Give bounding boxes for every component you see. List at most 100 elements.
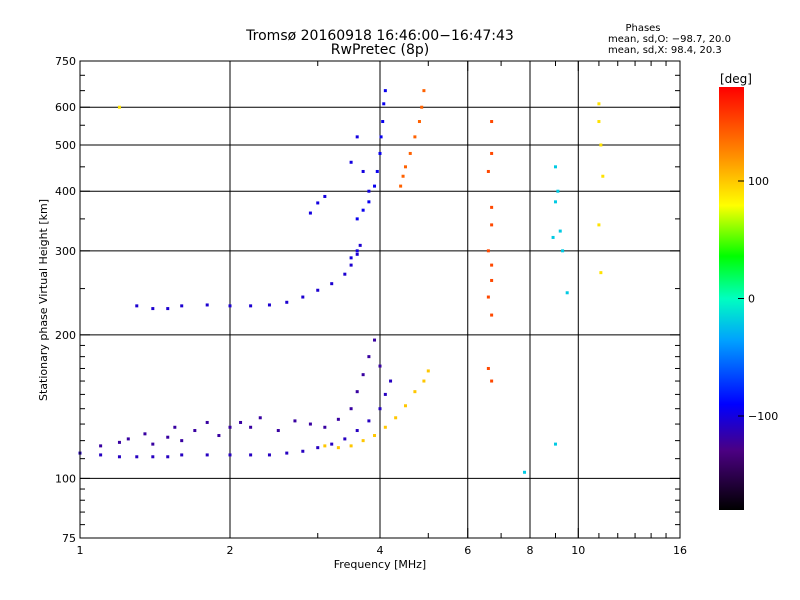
colorbar-tick-label: 100 bbox=[748, 175, 769, 188]
chart-title: Tromsø 20160918 16:46:00−16:47:43 bbox=[245, 28, 514, 44]
echo-point bbox=[355, 429, 359, 433]
echo-point bbox=[293, 419, 297, 423]
echo-point bbox=[239, 420, 243, 424]
echo-point bbox=[367, 355, 371, 359]
echo-point bbox=[558, 229, 562, 233]
echo-point bbox=[486, 249, 490, 253]
echo-point bbox=[373, 338, 377, 342]
echo-point bbox=[349, 256, 353, 260]
echo-point bbox=[553, 200, 557, 204]
colorbar-tick-label: 0 bbox=[748, 293, 755, 306]
echo-point bbox=[361, 373, 365, 377]
echo-point bbox=[355, 252, 359, 256]
echo-point bbox=[166, 435, 170, 439]
x-tick-label: 6 bbox=[464, 544, 471, 557]
echo-point bbox=[553, 442, 557, 446]
echo-point bbox=[166, 307, 170, 311]
echo-point bbox=[490, 205, 494, 209]
echo-point bbox=[490, 151, 494, 155]
echo-point bbox=[389, 379, 393, 383]
echo-point bbox=[117, 455, 121, 459]
echo-point bbox=[173, 425, 177, 429]
echo-point bbox=[361, 439, 365, 443]
echo-point bbox=[565, 291, 569, 295]
echo-point bbox=[143, 432, 147, 436]
y-tick-label: 200 bbox=[55, 329, 76, 342]
echo-point bbox=[349, 263, 353, 267]
echo-point bbox=[308, 422, 312, 426]
echo-point bbox=[316, 446, 320, 450]
echo-point bbox=[408, 151, 412, 155]
echo-point bbox=[394, 416, 398, 420]
phases-legend-o-mode: mean, sd,O: −98.7, 20.0 bbox=[608, 34, 731, 45]
echo-point bbox=[413, 390, 417, 394]
echo-point bbox=[193, 429, 197, 433]
echo-point bbox=[373, 184, 377, 188]
y-tick-label: 750 bbox=[55, 55, 76, 68]
echo-point bbox=[556, 189, 560, 193]
echo-point bbox=[217, 434, 221, 438]
echo-point bbox=[361, 169, 365, 173]
echo-point bbox=[597, 120, 601, 124]
echo-point bbox=[382, 102, 386, 106]
echo-point bbox=[401, 174, 405, 178]
echo-point bbox=[383, 425, 387, 429]
echo-point bbox=[205, 453, 209, 457]
echo-point bbox=[180, 439, 184, 443]
echo-point bbox=[330, 442, 334, 446]
echo-point bbox=[422, 379, 426, 383]
echo-point bbox=[316, 201, 320, 205]
echo-point bbox=[180, 304, 184, 308]
y-tick-label: 400 bbox=[55, 185, 76, 198]
echo-point bbox=[258, 416, 262, 420]
echo-point bbox=[126, 437, 130, 441]
echo-point bbox=[490, 379, 494, 383]
echo-point bbox=[166, 455, 170, 459]
echo-point bbox=[422, 89, 426, 93]
echo-point bbox=[601, 174, 605, 178]
echo-point bbox=[417, 120, 421, 124]
echo-point bbox=[383, 89, 387, 93]
x-tick-label: 2 bbox=[227, 544, 234, 557]
echo-point bbox=[599, 271, 603, 275]
y-tick-label: 500 bbox=[55, 139, 76, 152]
echo-point bbox=[135, 304, 139, 308]
echo-point bbox=[490, 223, 494, 227]
colorbar-ticks: 100 0 −100 bbox=[738, 175, 778, 423]
echo-point bbox=[267, 453, 271, 457]
echo-point bbox=[367, 419, 371, 423]
echo-point bbox=[523, 470, 527, 474]
echo-point bbox=[367, 200, 371, 204]
phases-legend-x-mode: mean, sd,X: 98.4, 20.3 bbox=[608, 45, 722, 56]
x-tick-label: 1 bbox=[77, 544, 84, 557]
echo-point bbox=[343, 437, 347, 441]
echo-point bbox=[249, 304, 253, 308]
echo-point bbox=[285, 300, 289, 304]
echo-point bbox=[383, 392, 387, 396]
echo-point bbox=[301, 295, 305, 299]
echo-point bbox=[308, 211, 312, 215]
echo-point bbox=[490, 313, 494, 317]
echo-point bbox=[378, 364, 382, 368]
echo-point bbox=[349, 444, 353, 448]
echo-point bbox=[486, 169, 490, 173]
y-tick-label: 600 bbox=[55, 101, 76, 114]
y-tick-label: 75 bbox=[62, 532, 76, 545]
echo-point bbox=[355, 390, 359, 394]
echo-point bbox=[323, 425, 327, 429]
echo-point bbox=[403, 404, 407, 408]
grid-lines bbox=[80, 61, 680, 538]
echo-point bbox=[561, 249, 565, 253]
echo-point bbox=[355, 135, 359, 139]
echo-point bbox=[228, 304, 232, 308]
echo-point bbox=[375, 169, 379, 173]
echo-point bbox=[599, 143, 603, 147]
echo-point bbox=[361, 208, 365, 212]
echo-point bbox=[486, 366, 490, 370]
echo-point bbox=[99, 444, 103, 448]
echo-point bbox=[399, 184, 403, 188]
echo-point bbox=[323, 444, 327, 448]
echo-point bbox=[597, 223, 601, 227]
colorbar-unit: [deg] bbox=[720, 72, 752, 86]
